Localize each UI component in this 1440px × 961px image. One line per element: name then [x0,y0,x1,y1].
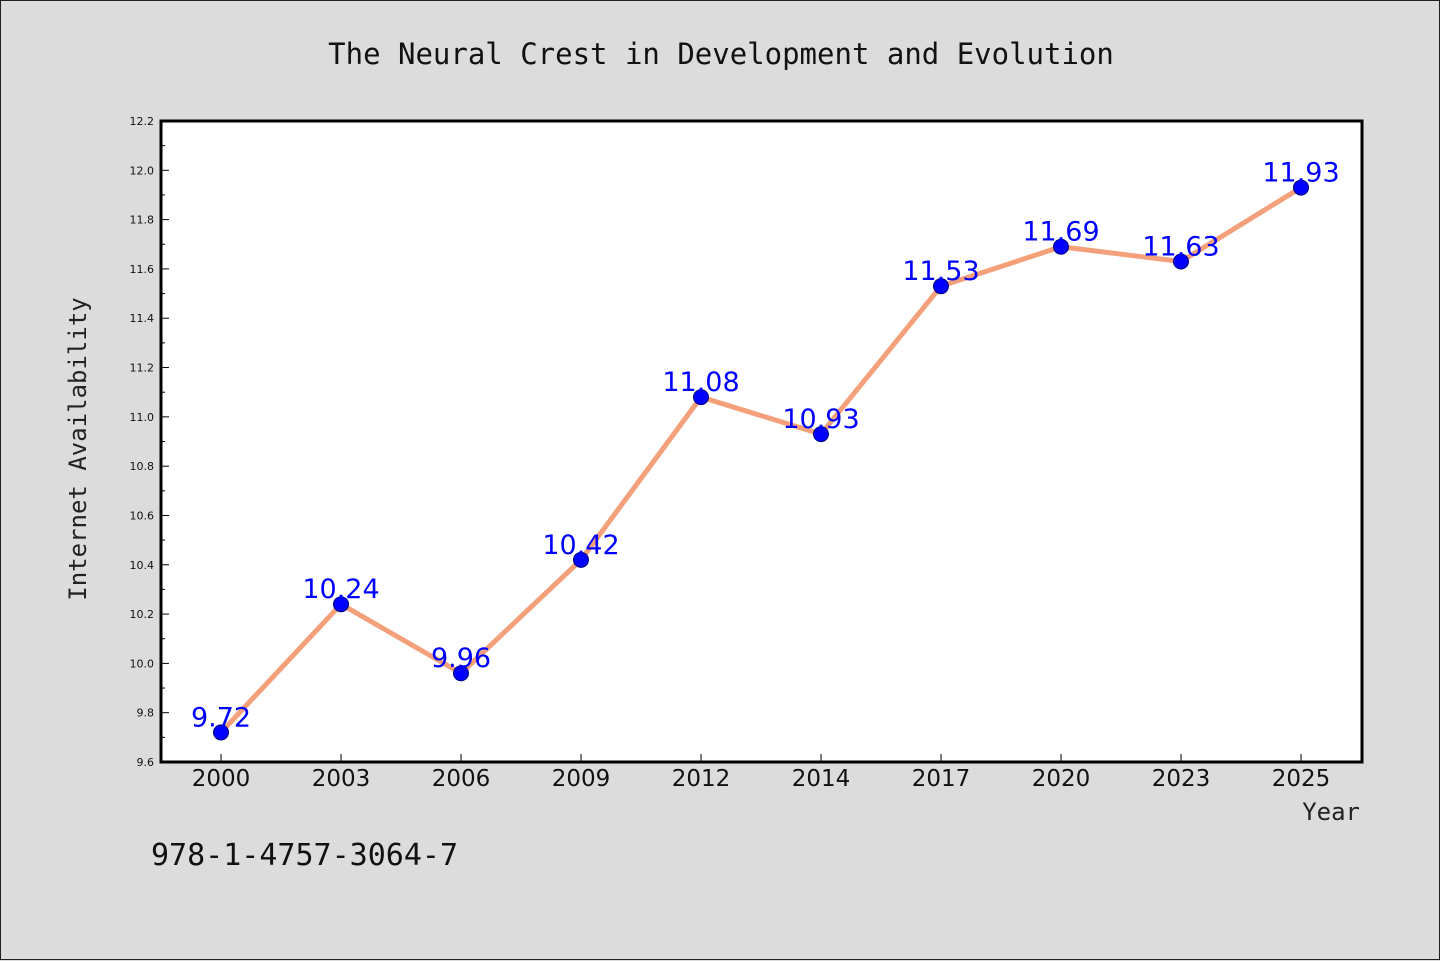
plot-border [159,119,1364,764]
data-point-label: 11.63 [1142,232,1219,263]
x-tick-label: 2012 [672,766,731,792]
data-point-label: 10.93 [782,404,859,435]
y-tick-label: 11.4 [130,312,155,325]
y-tick-label: 11.8 [130,214,155,227]
x-axis: 2000 2003 2006 2009 2012 2014 2017 2020 2023 2025 [192,754,1331,792]
data-point-marker [1173,253,1189,270]
data-point-marker [813,426,829,443]
x-tick-label: 2003 [312,766,371,792]
plot-area [161,121,1362,762]
y-tick-label: 10.4 [130,559,155,572]
series-line [218,185,1304,735]
x-tick-label: 2017 [912,766,971,792]
x-tick-label: 2009 [552,766,611,792]
x-tick-label: 2006 [432,766,491,792]
x-tick-label: 2014 [792,766,851,792]
data-point-marker [333,596,349,613]
series-layer: 9.72 10.24 9.96 10.42 11.08 10.93 11.53 11.69 11… [191,158,1340,741]
y-tick-label: 10.0 [130,657,155,670]
data-point-marker [1293,179,1309,196]
y-tick-label: 12.2 [130,115,155,128]
y-tick-label: 9.6 [137,756,155,769]
x-tick-label: 2000 [192,766,251,792]
y-tick-label: 11.6 [130,263,155,276]
data-point-label: 9.72 [191,702,251,733]
y-tick-label: 11.2 [130,362,155,375]
y-tick-label: 10.2 [130,608,155,621]
chart-title: The Neural Crest in Development and Evol… [328,37,1114,71]
data-point-marker [1053,238,1069,255]
y-tick-label: 10.6 [130,509,155,522]
data-point-marker [453,665,469,682]
y-tick-label: 11.0 [130,411,155,424]
data-point-marker [573,551,589,568]
y-tick-label: 12.0 [130,164,155,177]
data-point-label: 11.08 [662,367,739,398]
data-point-label: 11.69 [1022,217,1099,248]
data-point-label: 10.24 [302,574,379,605]
data-point-marker [933,278,949,295]
data-point-label: 11.53 [902,256,979,287]
x-tick-label: 2025 [1272,766,1331,792]
x-axis-label: Year [1302,798,1360,826]
isbn-footer-text: 978-1-4757-3064-7 [151,838,458,873]
data-point-marker [693,389,709,406]
data-point-marker [213,724,229,741]
x-tick-label: 2020 [1032,766,1091,792]
y-tick-label: 10.8 [130,460,155,473]
y-tick-label: 9.8 [137,707,155,720]
data-point-label: 9.96 [431,643,491,674]
x-tick-label: 2023 [1152,766,1211,792]
y-axis: 9.6 9.8 10.0 10.2 10.4 10.6 10.8 11.0 11.2 11.4 11… [130,115,169,769]
data-point-label: 11.93 [1262,158,1339,189]
y-axis-label: Internet Availability [64,297,92,600]
data-point-label: 10.42 [542,530,619,561]
